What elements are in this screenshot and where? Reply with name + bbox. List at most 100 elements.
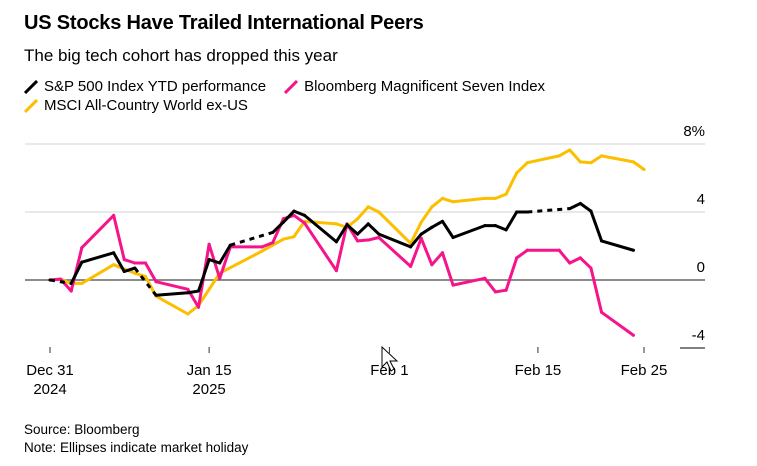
data-point: [600, 310, 604, 314]
series-segment: [494, 192, 508, 200]
legend-item-mag7: Bloomberg Magnificent Seven Index: [284, 78, 545, 95]
series-segment: [229, 230, 274, 247]
data-point: [69, 289, 73, 293]
data-point: [207, 258, 211, 262]
series-segment: [578, 256, 593, 270]
data-point: [303, 213, 307, 217]
x-tick-label: Jan 15: [187, 362, 232, 379]
legend-swatch-yellow-icon: [24, 98, 38, 113]
series-segment: [334, 223, 349, 244]
data-point: [154, 293, 158, 297]
series-segment: [600, 154, 635, 164]
data-point: [48, 278, 52, 282]
data-point: [589, 266, 593, 270]
data-point: [377, 232, 381, 236]
legend-item-msci: MSCI All-Country World ex-US: [24, 97, 248, 114]
series-segment: [430, 219, 444, 229]
data-point: [419, 220, 423, 224]
series-segment: [80, 263, 116, 285]
series-mag7: [48, 213, 635, 337]
data-point: [356, 217, 360, 221]
data-point: [334, 269, 338, 273]
data-point: [409, 245, 413, 249]
series-segment: [366, 205, 381, 214]
data-point: [112, 213, 116, 217]
y-tick-label: 8%: [683, 123, 705, 140]
data-point: [345, 223, 349, 227]
data-point: [504, 228, 508, 232]
series-segment: [419, 225, 434, 236]
series-segment: [430, 196, 444, 209]
series-segment: [281, 235, 296, 241]
series-segment: [568, 256, 582, 265]
data-point: [568, 207, 572, 211]
series-segment: [80, 251, 116, 264]
data-point: [557, 154, 561, 158]
data-point: [451, 283, 455, 287]
legend-row-1: S&P 500 Index YTD performance Bloomberg …: [24, 78, 563, 95]
data-point: [186, 291, 190, 295]
series-segment: [527, 207, 570, 214]
data-point: [133, 271, 137, 275]
data-point: [430, 263, 434, 267]
data-point: [409, 264, 413, 268]
data-point: [578, 160, 582, 164]
series-segment: [292, 209, 307, 217]
series-segment: [504, 256, 519, 292]
series-segment: [494, 288, 508, 294]
data-point: [292, 209, 296, 213]
data-point: [440, 251, 444, 255]
data-point: [600, 154, 604, 158]
series-segment: [112, 213, 126, 262]
series-segment: [557, 248, 572, 265]
series-segment: [419, 236, 434, 267]
series-segment: [568, 148, 582, 164]
data-point: [197, 289, 200, 293]
data-point: [260, 249, 264, 253]
data-point: [568, 261, 572, 265]
data-point: [504, 192, 508, 196]
data-point: [218, 276, 222, 280]
data-point: [69, 281, 73, 285]
data-point: [281, 220, 285, 224]
data-point: [366, 205, 370, 209]
chart-subtitle: The big tech cohort has dropped this yea…: [24, 46, 338, 65]
mouse-cursor-icon: [381, 345, 399, 372]
series-segment: [69, 246, 84, 293]
series-segment: [451, 276, 487, 287]
x-tick-sublabel: 2025: [192, 381, 225, 398]
series-segment: [578, 160, 593, 165]
series-segment: [504, 210, 519, 232]
series-segment: [154, 291, 190, 297]
legend-label: S&P 500 Index YTD performance: [44, 78, 267, 95]
series-segment: [451, 224, 487, 239]
series-segment: [218, 243, 232, 265]
series-segment: [292, 213, 307, 225]
x-tick-sublabel: 2024: [33, 381, 66, 398]
data-point: [154, 280, 158, 284]
series-segment: [578, 202, 593, 213]
series-segment: [589, 209, 604, 243]
series-segment: [143, 261, 158, 284]
data-point: [80, 281, 84, 285]
data-point: [112, 251, 116, 255]
series-segment: [525, 154, 561, 165]
series-segment: [589, 154, 604, 165]
data-point: [494, 290, 497, 294]
series-segment: [366, 222, 381, 236]
series-segment: [494, 224, 508, 232]
data-point: [133, 266, 137, 270]
data-point: [334, 222, 338, 226]
series-segment: [112, 251, 126, 273]
data-point: [80, 246, 84, 250]
series-sp500: [48, 202, 635, 297]
series-segment: [154, 294, 190, 316]
series-segment: [409, 220, 423, 245]
data-point: [451, 236, 455, 239]
data-point: [122, 258, 126, 262]
series-segment: [69, 260, 84, 285]
data-point: [186, 287, 190, 291]
series-segment: [49, 278, 72, 285]
legend-swatch-black-icon: [24, 79, 38, 94]
data-point: [334, 240, 338, 244]
